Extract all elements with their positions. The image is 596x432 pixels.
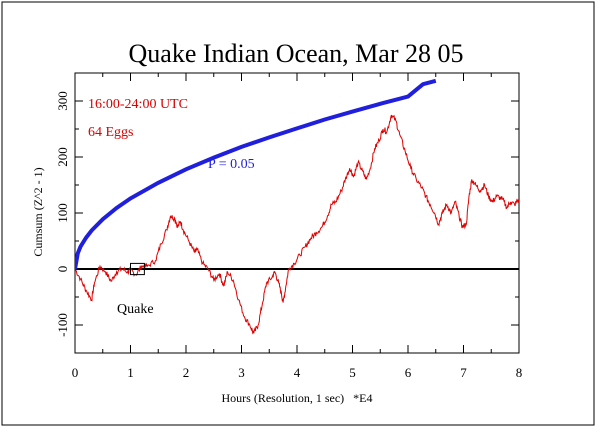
x-tick-label: 3 (238, 365, 245, 380)
annotation-eggs: 64 Eggs (88, 125, 134, 140)
x-tick-label: 8 (516, 365, 523, 380)
p-value-curve (75, 78, 437, 270)
y-tick-label: 300 (55, 91, 70, 111)
x-axis-label: Hours (Resolution, 1 sec) *E4 (222, 391, 373, 405)
y-axis-label: Cumsum (Z^2 - 1) (31, 167, 45, 256)
x-tick-label: 7 (460, 365, 467, 380)
y-tick-label: 0 (55, 266, 70, 273)
cumsum-line (75, 114, 519, 335)
y-tick-label: 100 (55, 203, 70, 223)
x-tick-label: 5 (349, 365, 356, 380)
x-tick-label: 2 (183, 365, 190, 380)
x-tick-label: 0 (72, 365, 79, 380)
x-tick-label: 1 (127, 365, 134, 380)
chart-title: Quake Indian Ocean, Mar 28 05 (129, 39, 464, 68)
annotation-event: Quake (117, 302, 154, 317)
annotation-p-value: P = 0.05 (208, 157, 255, 172)
y-tick-label: -100 (55, 313, 70, 337)
plot-area: 0 1 2 3 4 5 6 7 8 -100 0 100 200 300 (55, 72, 523, 380)
event-marker-box (130, 262, 145, 276)
y-tick-label: 200 (55, 147, 70, 167)
x-tick-label: 4 (294, 365, 301, 380)
annotation-time-window: 16:00-24:00 UTC (88, 97, 188, 112)
x-tick-label: 6 (405, 365, 412, 380)
